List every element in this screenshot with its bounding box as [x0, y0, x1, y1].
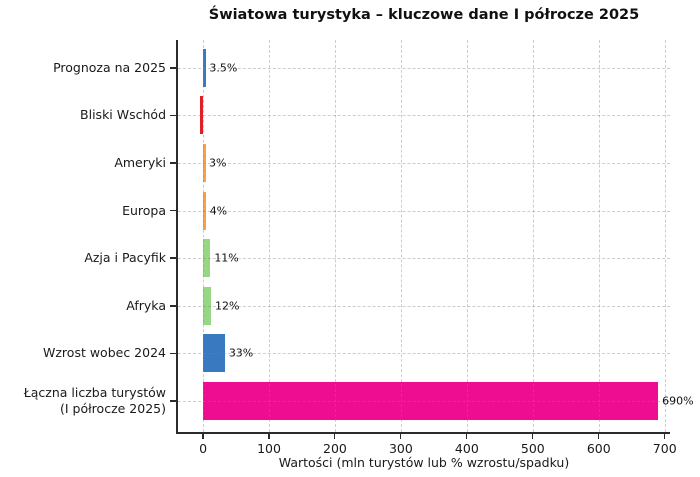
gridline-horizontal [178, 353, 670, 355]
y-tick-mark [170, 209, 176, 212]
category-label: Ameryki [114, 154, 166, 170]
gridline-vertical [334, 40, 336, 432]
bar-value-label: 11% [214, 251, 239, 265]
x-tick-label: 0 [199, 441, 208, 456]
x-tick-label: 400 [454, 441, 479, 456]
x-tick-label: 300 [388, 441, 413, 456]
x-tick-label: 600 [586, 441, 611, 456]
bar-2 [203, 144, 207, 182]
category-label: Prognoza na 2025 [53, 59, 166, 75]
bar-4 [203, 239, 211, 278]
gridline-horizontal [178, 115, 670, 117]
x-axis-label: Wartości (mln turystów lub % wzrostu/spa… [278, 455, 570, 470]
y-tick-mark [170, 400, 176, 402]
gridline-vertical [664, 40, 666, 432]
x-tick-mark [268, 434, 270, 439]
x-tick-mark [531, 434, 534, 439]
bar-value-label: 690% [662, 394, 694, 408]
y-axis-spine [176, 40, 178, 434]
x-tick-label: 100 [257, 441, 281, 456]
x-tick-mark [663, 434, 666, 439]
x-tick-mark [597, 434, 600, 439]
x-tick-label: 700 [652, 441, 677, 456]
x-tick-label: 500 [520, 441, 545, 456]
gridline-horizontal [178, 258, 670, 260]
x-tick-label: 200 [323, 441, 347, 456]
gridline-vertical [203, 40, 205, 432]
y-tick-mark [170, 67, 176, 69]
bar-5 [203, 286, 211, 325]
x-tick-mark [333, 434, 336, 439]
y-tick-mark [170, 257, 176, 259]
bar-value-label: 4% [209, 204, 228, 218]
gridline-vertical [269, 40, 270, 432]
gridline-horizontal [178, 401, 670, 402]
bar-6 [203, 334, 225, 373]
bar-1 [200, 96, 204, 135]
gridline-horizontal [178, 163, 670, 164]
category-label: Wzrost wobec 2024 [43, 345, 166, 361]
y-tick-mark [170, 305, 176, 307]
bar-value-label: 3.5% [209, 61, 238, 75]
y-tick-mark [170, 162, 176, 164]
gridline-horizontal [178, 67, 670, 69]
gridline-vertical [400, 40, 402, 432]
gridline-vertical [532, 40, 534, 432]
category-label: Azja i Pacyfik [84, 250, 166, 266]
gridline-horizontal [178, 305, 670, 307]
bar-0 [203, 48, 207, 87]
category-label: Bliski Wschód [80, 107, 166, 123]
x-tick-mark [202, 434, 204, 439]
y-tick-mark [170, 352, 176, 355]
gridline-vertical [466, 40, 468, 432]
gridline-vertical [598, 40, 600, 432]
category-label: Europa [122, 202, 166, 218]
x-tick-mark [399, 434, 402, 439]
x-axis-spine [176, 432, 670, 434]
category-label: Afryka [126, 297, 166, 313]
bar-3 [203, 191, 207, 230]
x-tick-mark [465, 434, 468, 439]
category-label: Łączna liczba turystów (I półrocze 2025) [23, 384, 166, 416]
bar-value-label: 33% [228, 346, 254, 360]
chart-title: Światowa turystyka – kluczowe dane I pół… [208, 7, 640, 23]
gridline-horizontal [178, 210, 670, 212]
bar-value-label: 12% [214, 299, 240, 313]
bar-value-label: 3% [209, 156, 227, 170]
y-tick-mark [170, 114, 176, 117]
bar-7 [203, 382, 659, 420]
